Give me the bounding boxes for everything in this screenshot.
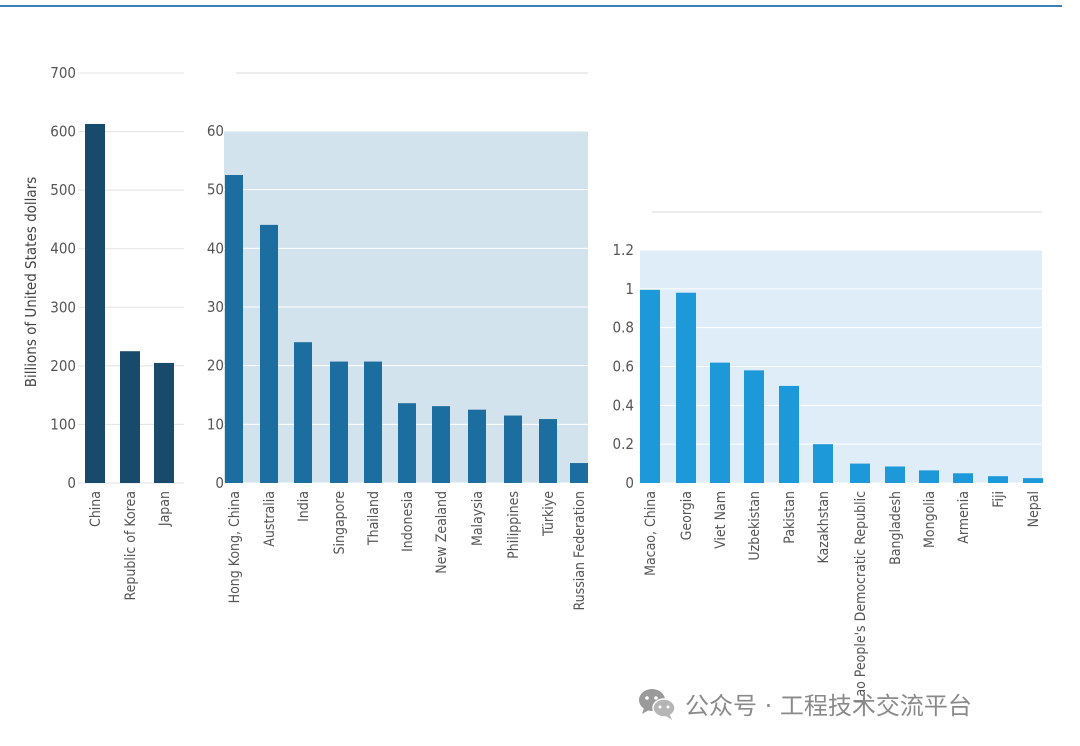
bar: [85, 123, 105, 483]
category-label: Republic of Korea: [123, 491, 139, 601]
category-label: Viet Nam: [713, 491, 729, 549]
bar: [813, 444, 833, 483]
bar: [885, 466, 905, 483]
y-tick-label: 100: [50, 415, 76, 433]
y-tick-label: 400: [50, 240, 76, 258]
category-label: Lao People's Democratic Republic: [853, 491, 869, 704]
bar: [468, 409, 486, 483]
bar: [1023, 478, 1043, 483]
category-label: Fiji: [991, 491, 1007, 508]
y-tick-label: 0.6: [613, 358, 634, 376]
y-tick-label: 0.2: [613, 435, 634, 453]
y-tick-label: 500: [50, 181, 76, 199]
bar: [504, 415, 522, 483]
bar: [744, 370, 764, 483]
bar: [120, 351, 140, 483]
category-label: Nepal: [1026, 491, 1042, 527]
y-tick-label: 0.8: [613, 319, 634, 337]
category-label: India: [296, 491, 312, 522]
category-label: Uzbekistan: [747, 491, 763, 561]
category-label: Japan: [157, 491, 173, 527]
bar: [260, 224, 278, 483]
category-label: Georgia: [679, 491, 695, 540]
bar: [779, 385, 799, 483]
category-label: China: [88, 491, 104, 527]
y-tick-label: 10: [207, 415, 224, 433]
category-label: Singapore: [332, 491, 348, 555]
watermark-text: 公众号 · 工程技术交流平台: [685, 692, 972, 720]
bar: [225, 175, 243, 483]
y-tick-label: 20: [207, 357, 224, 375]
category-label: Hong Kong, China: [227, 491, 243, 603]
category-label: Russian Federation: [572, 491, 588, 610]
category-label: Mongolia: [922, 491, 938, 548]
bar: [432, 406, 450, 483]
y-tick-label: 200: [50, 357, 76, 375]
category-label: Armenia: [956, 491, 972, 544]
y-tick-label: 1.2: [613, 241, 634, 259]
category-label: Philippines: [506, 491, 522, 559]
bar: [850, 463, 870, 483]
bar: [398, 403, 416, 483]
bar: [640, 289, 660, 483]
wechat-icon: [639, 688, 676, 720]
bar: [676, 292, 696, 483]
y-tick-label: 0: [625, 474, 634, 492]
y-tick-label: 50: [207, 181, 224, 199]
top-rule: [0, 5, 1062, 7]
category-label: Australia: [262, 491, 278, 547]
y-tick-label: 60: [207, 122, 224, 140]
category-label: Indonesia: [400, 491, 416, 552]
bar: [570, 463, 588, 483]
bar: [710, 362, 730, 483]
category-label: Pakistan: [782, 491, 798, 544]
y-tick-label: 30: [207, 298, 224, 316]
bar: [330, 361, 348, 483]
bar: [539, 419, 557, 483]
y-tick-label: 0: [215, 474, 224, 492]
y-tick-label: 600: [50, 123, 76, 141]
category-label: Malaysia: [470, 491, 486, 546]
category-label: Bangladesh: [888, 491, 904, 565]
y-axis-label: Billions of United States dollars: [22, 177, 40, 388]
bar: [988, 476, 1008, 483]
bar: [154, 362, 174, 483]
bar: [294, 342, 312, 483]
y-tick-label: 40: [207, 239, 224, 257]
bar: [919, 470, 939, 483]
y-tick-label: 700: [50, 64, 76, 82]
y-tick-label: 0: [67, 474, 76, 492]
category-label: Kazakhstan: [816, 491, 832, 564]
category-label: Macao, China: [643, 491, 659, 576]
y-tick-label: 1: [625, 280, 634, 298]
y-tick-label: 300: [50, 298, 76, 316]
y-tick-label: 0.4: [613, 396, 634, 414]
bar: [364, 361, 382, 483]
category-label: Türkiye: [541, 491, 557, 537]
bar: [953, 473, 973, 483]
category-label: Thailand: [366, 491, 382, 546]
watermark: 公众号 · 工程技术交流平台: [637, 686, 972, 721]
category-label: New Zealand: [434, 491, 450, 574]
